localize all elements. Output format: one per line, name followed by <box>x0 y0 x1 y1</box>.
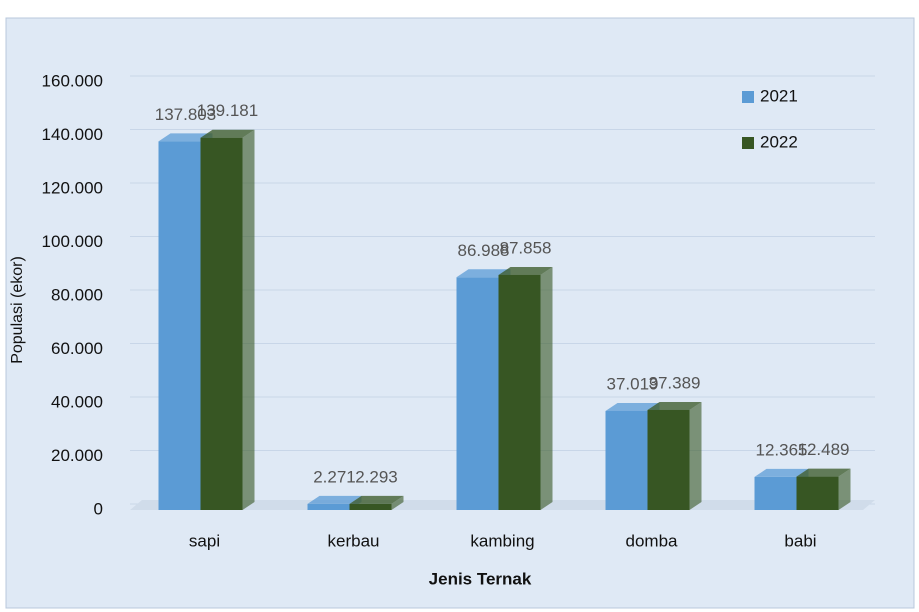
bar-top <box>647 401 702 410</box>
y-tick-label: 80.000 <box>51 285 103 304</box>
bar-front <box>456 277 499 510</box>
bar-front <box>605 410 648 510</box>
bar <box>200 129 255 510</box>
y-tick-label: 20.000 <box>51 446 103 465</box>
y-tick-label: 160.000 <box>42 71 103 90</box>
data-label: 12.489 <box>798 440 850 459</box>
bar-side <box>242 129 255 510</box>
data-label: 139.181 <box>197 101 258 120</box>
bar-top <box>349 495 404 504</box>
legend-label: 2022 <box>760 132 798 151</box>
data-label: 2.271 <box>313 467 356 486</box>
x-tick-label: kerbau <box>328 531 380 550</box>
bar-top <box>307 495 362 504</box>
x-axis-label: Jenis Ternak <box>429 569 532 588</box>
x-tick-label: domba <box>626 531 679 550</box>
bar-front <box>796 476 839 510</box>
y-tick-label: 100.000 <box>42 232 103 251</box>
legend-label: 2021 <box>760 86 798 105</box>
bar-front <box>349 503 392 510</box>
y-tick-label: 0 <box>94 499 103 518</box>
y-tick-label: 60.000 <box>51 339 103 358</box>
legend-swatch <box>742 137 754 149</box>
data-label: 2.293 <box>355 467 398 486</box>
legend-swatch <box>742 91 754 103</box>
bar-front <box>647 409 690 510</box>
bar <box>498 266 553 510</box>
x-tick-label: sapi <box>189 531 220 550</box>
data-label: 87.858 <box>500 238 552 257</box>
bar-side <box>540 266 553 510</box>
bar-top <box>200 129 255 138</box>
y-axis-label: Populasi (ekor) <box>9 256 26 364</box>
bar <box>647 401 702 510</box>
data-label: 37.389 <box>649 373 701 392</box>
bar-front <box>498 274 541 510</box>
bar-side <box>838 468 851 510</box>
bar-side <box>391 495 404 510</box>
data-label: 12.365 <box>756 440 808 459</box>
bar-front <box>754 476 797 510</box>
bar-top <box>754 468 809 477</box>
data-label: 137.803 <box>155 105 216 124</box>
y-tick-label: 40.000 <box>51 392 103 411</box>
bar-top <box>158 133 213 142</box>
bar-top <box>498 266 553 275</box>
x-tick-label: kambing <box>470 531 534 550</box>
bar-front <box>200 137 243 510</box>
bar-side <box>689 401 702 510</box>
x-tick-label: babi <box>784 531 816 550</box>
data-label: 86.988 <box>458 241 510 260</box>
y-tick-label: 140.000 <box>42 125 103 144</box>
bar-front <box>307 503 350 510</box>
bar-front <box>158 141 201 511</box>
bar <box>796 468 851 510</box>
bar-top <box>605 402 660 411</box>
bar-top <box>796 468 851 477</box>
y-tick-label: 120.000 <box>42 178 103 197</box>
data-label: 37.019 <box>607 374 659 393</box>
bar-top <box>456 269 511 278</box>
bar <box>349 495 404 510</box>
